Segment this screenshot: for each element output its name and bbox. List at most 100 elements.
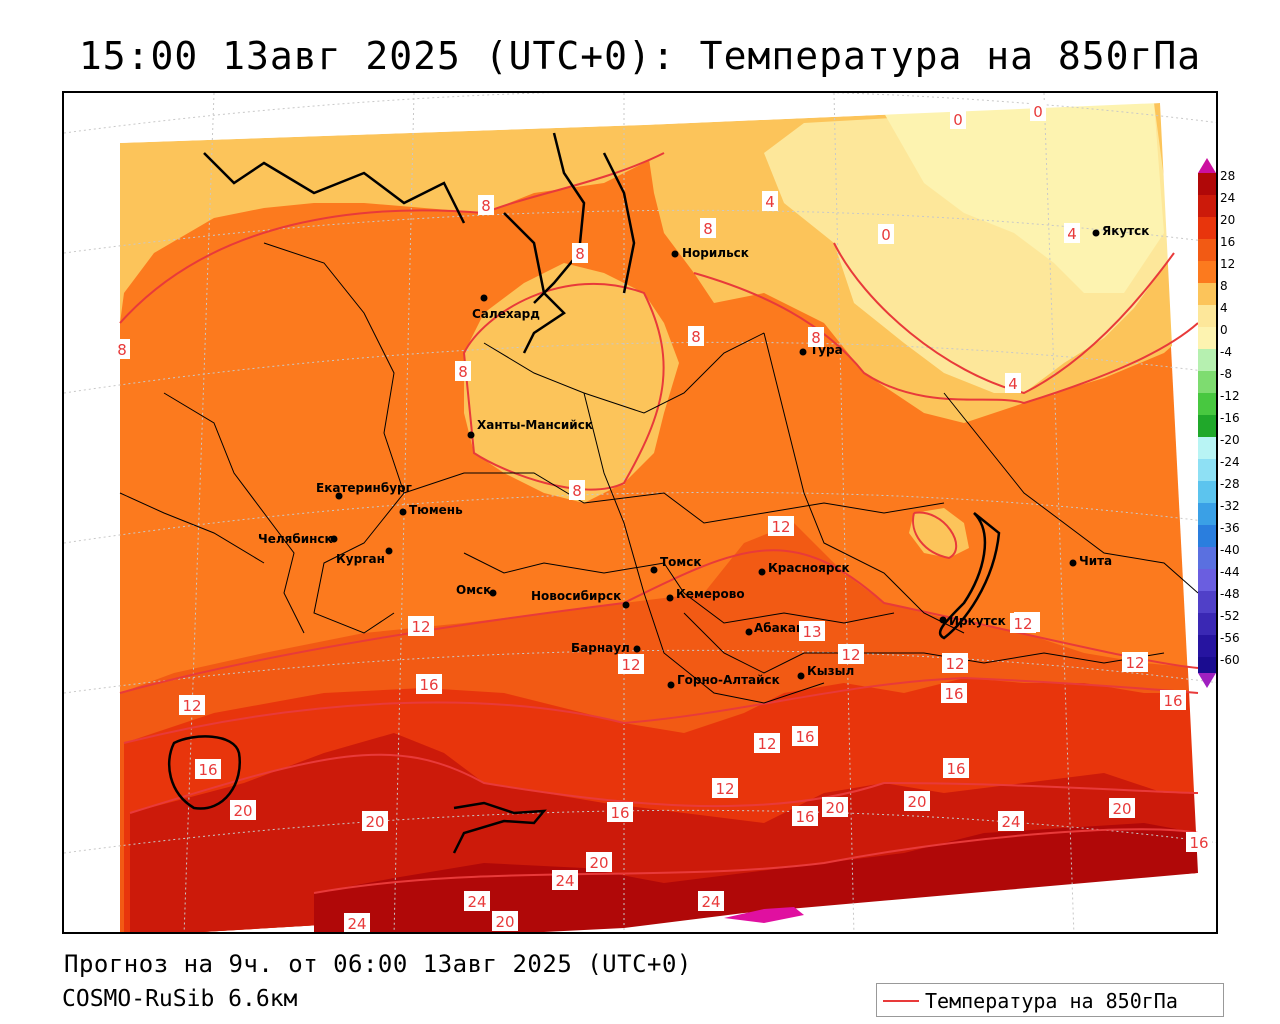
unmapped-top <box>64 93 1216 143</box>
isotherm-label: 20 <box>589 854 608 872</box>
isotherm-label: 8 <box>481 197 491 215</box>
cities: Норильск Якутск Салехард Тура Ханты-Манс… <box>258 224 1149 689</box>
admin-borders <box>119 242 1199 704</box>
city-label: Красноярск <box>768 561 850 575</box>
temperature-map[interactable]: Норильск Якутск Салехард Тура Ханты-Манс… <box>62 91 1218 934</box>
city-tyumen[interactable]: Тюмень <box>399 503 464 517</box>
city-abakan[interactable]: Абакан <box>745 621 805 636</box>
coastlines <box>167 132 1001 854</box>
field-gt24 <box>314 823 1198 932</box>
city-novosibirsk[interactable]: Новосибирск <box>531 589 630 609</box>
color-scale-bar <box>1198 158 1216 688</box>
map-canvas: Норильск Якутск Салехард Тура Ханты-Манс… <box>64 93 1216 933</box>
isotherm-label: 8 <box>575 245 585 263</box>
scale-tick: 16 <box>1220 235 1236 249</box>
contour-key-label: Температура на 850гПа <box>925 989 1178 1013</box>
scale-tick: -20 <box>1220 433 1240 447</box>
city-label: Челябинск <box>258 532 333 546</box>
city-yekaterinburg[interactable]: Екатеринбург <box>316 481 412 500</box>
isotherm-label: 4 <box>1008 375 1018 393</box>
isotherm-label: 12 <box>945 655 964 673</box>
city-label: Кемерово <box>676 587 745 601</box>
scale-tick: -60 <box>1220 653 1240 667</box>
scale-tick: -40 <box>1220 543 1240 557</box>
city-label: Иркутск <box>949 614 1006 628</box>
isotherm-label: 12 <box>841 646 860 664</box>
contour-key-line <box>883 1000 919 1002</box>
isotherm-label: 16 <box>419 676 438 694</box>
city-label: Горно-Алтайск <box>677 673 780 687</box>
city-label: Тюмень <box>409 503 463 517</box>
isotherm-label: 24 <box>347 915 366 933</box>
scale-tick: -52 <box>1220 609 1240 623</box>
scale-tick: -32 <box>1220 499 1240 513</box>
city-label: Барнаул <box>571 641 630 655</box>
city-krasnoyarsk[interactable]: Красноярск <box>758 561 850 576</box>
isotherm-label: 0 <box>1033 103 1043 121</box>
scale-tick: 8 <box>1220 279 1228 293</box>
scale-tick: -36 <box>1220 521 1240 535</box>
field-4-8-west <box>120 125 664 323</box>
isotherm-label: 12 <box>1013 615 1032 633</box>
color-scale-labels: 28 24 20 16 12 8 4 0 -4 -8 -12 -16 -20 -… <box>1220 170 1280 680</box>
scale-tick: 12 <box>1220 257 1236 271</box>
city-irkutsk[interactable]: Иркутск <box>939 614 1006 628</box>
isotherm-label: 8 <box>572 482 582 500</box>
city-label: Чита <box>1079 554 1112 568</box>
scale-tick: 20 <box>1220 213 1236 227</box>
city-khanty-mansiysk[interactable]: Ханты-Мансийск <box>467 418 593 439</box>
city-norilsk[interactable]: Норильск <box>671 246 749 260</box>
isotherm-label: 8 <box>691 328 701 346</box>
scale-tick: -8 <box>1220 367 1232 381</box>
city-omsk[interactable]: Омск <box>456 583 497 597</box>
isotherm-label: 12 <box>715 780 734 798</box>
city-gorno-altaysk[interactable]: Горно-Алтайск <box>667 673 780 689</box>
isotherm-label: 20 <box>907 793 926 811</box>
city-label: Кызыл <box>807 664 854 678</box>
isotherm-label: 0 <box>953 111 963 129</box>
isotherm-label: 24 <box>555 872 574 890</box>
scale-tick: 0 <box>1220 323 1228 337</box>
city-yakutsk[interactable]: Якутск <box>1092 224 1150 238</box>
isotherm-label: 12 <box>771 518 790 536</box>
isotherm-label: 20 <box>825 799 844 817</box>
city-tomsk[interactable]: Томск <box>650 555 702 574</box>
city-label: Омск <box>456 583 491 597</box>
isotherms <box>119 152 1199 894</box>
scale-tick: -48 <box>1220 587 1240 601</box>
scale-tick: -44 <box>1220 565 1240 579</box>
map-title: 15:00 13авг 2025 (UTC+0): Температура на… <box>78 34 1202 78</box>
isotherm-label: 8 <box>703 220 713 238</box>
isotherm-labels: 0 0 4 0 4 8 8 8 8 4 8 8 8 8 12 12 12 12 … <box>114 101 1212 933</box>
scale-tick: -12 <box>1220 389 1240 403</box>
city-salekhard[interactable]: Салехард <box>472 294 540 322</box>
scale-tick: 28 <box>1220 169 1236 183</box>
isotherm-label: 8 <box>458 363 468 381</box>
scale-tick: -16 <box>1220 411 1240 425</box>
isotherm-label: 12 <box>621 656 640 674</box>
model-info: COSMO-RuSib 6.6км <box>62 986 298 1012</box>
scale-tick: 24 <box>1220 191 1236 205</box>
graticule <box>64 93 1216 932</box>
city-chelyabinsk[interactable]: Челябинск <box>258 532 338 546</box>
isotherm-label: 8 <box>117 341 127 359</box>
isotherm-label: 12 <box>757 735 776 753</box>
city-label: Екатеринбург <box>316 481 412 495</box>
city-chita[interactable]: Чита <box>1069 554 1113 568</box>
city-kyzyl[interactable]: Кызыл <box>797 664 855 680</box>
isotherm-label: 24 <box>467 893 486 911</box>
unmapped-left <box>64 93 120 932</box>
isotherm-label: 16 <box>946 760 965 778</box>
city-barnaul[interactable]: Барнаул <box>571 641 641 655</box>
city-label: Ханты-Мансийск <box>477 418 593 432</box>
isotherm-label: 20 <box>1112 800 1131 818</box>
isotherm-label: 0 <box>881 226 891 244</box>
isotherm-label: 4 <box>765 193 775 211</box>
isotherm-label: 16 <box>795 728 814 746</box>
isotherm-label: 16 <box>1163 692 1182 710</box>
field-4-8-central <box>464 263 679 503</box>
field-hot-patch <box>724 907 804 923</box>
isotherm-label: 16 <box>795 808 814 826</box>
city-kemerovo[interactable]: Кемерово <box>666 587 745 602</box>
city-kurgan[interactable]: Курган <box>336 547 393 567</box>
